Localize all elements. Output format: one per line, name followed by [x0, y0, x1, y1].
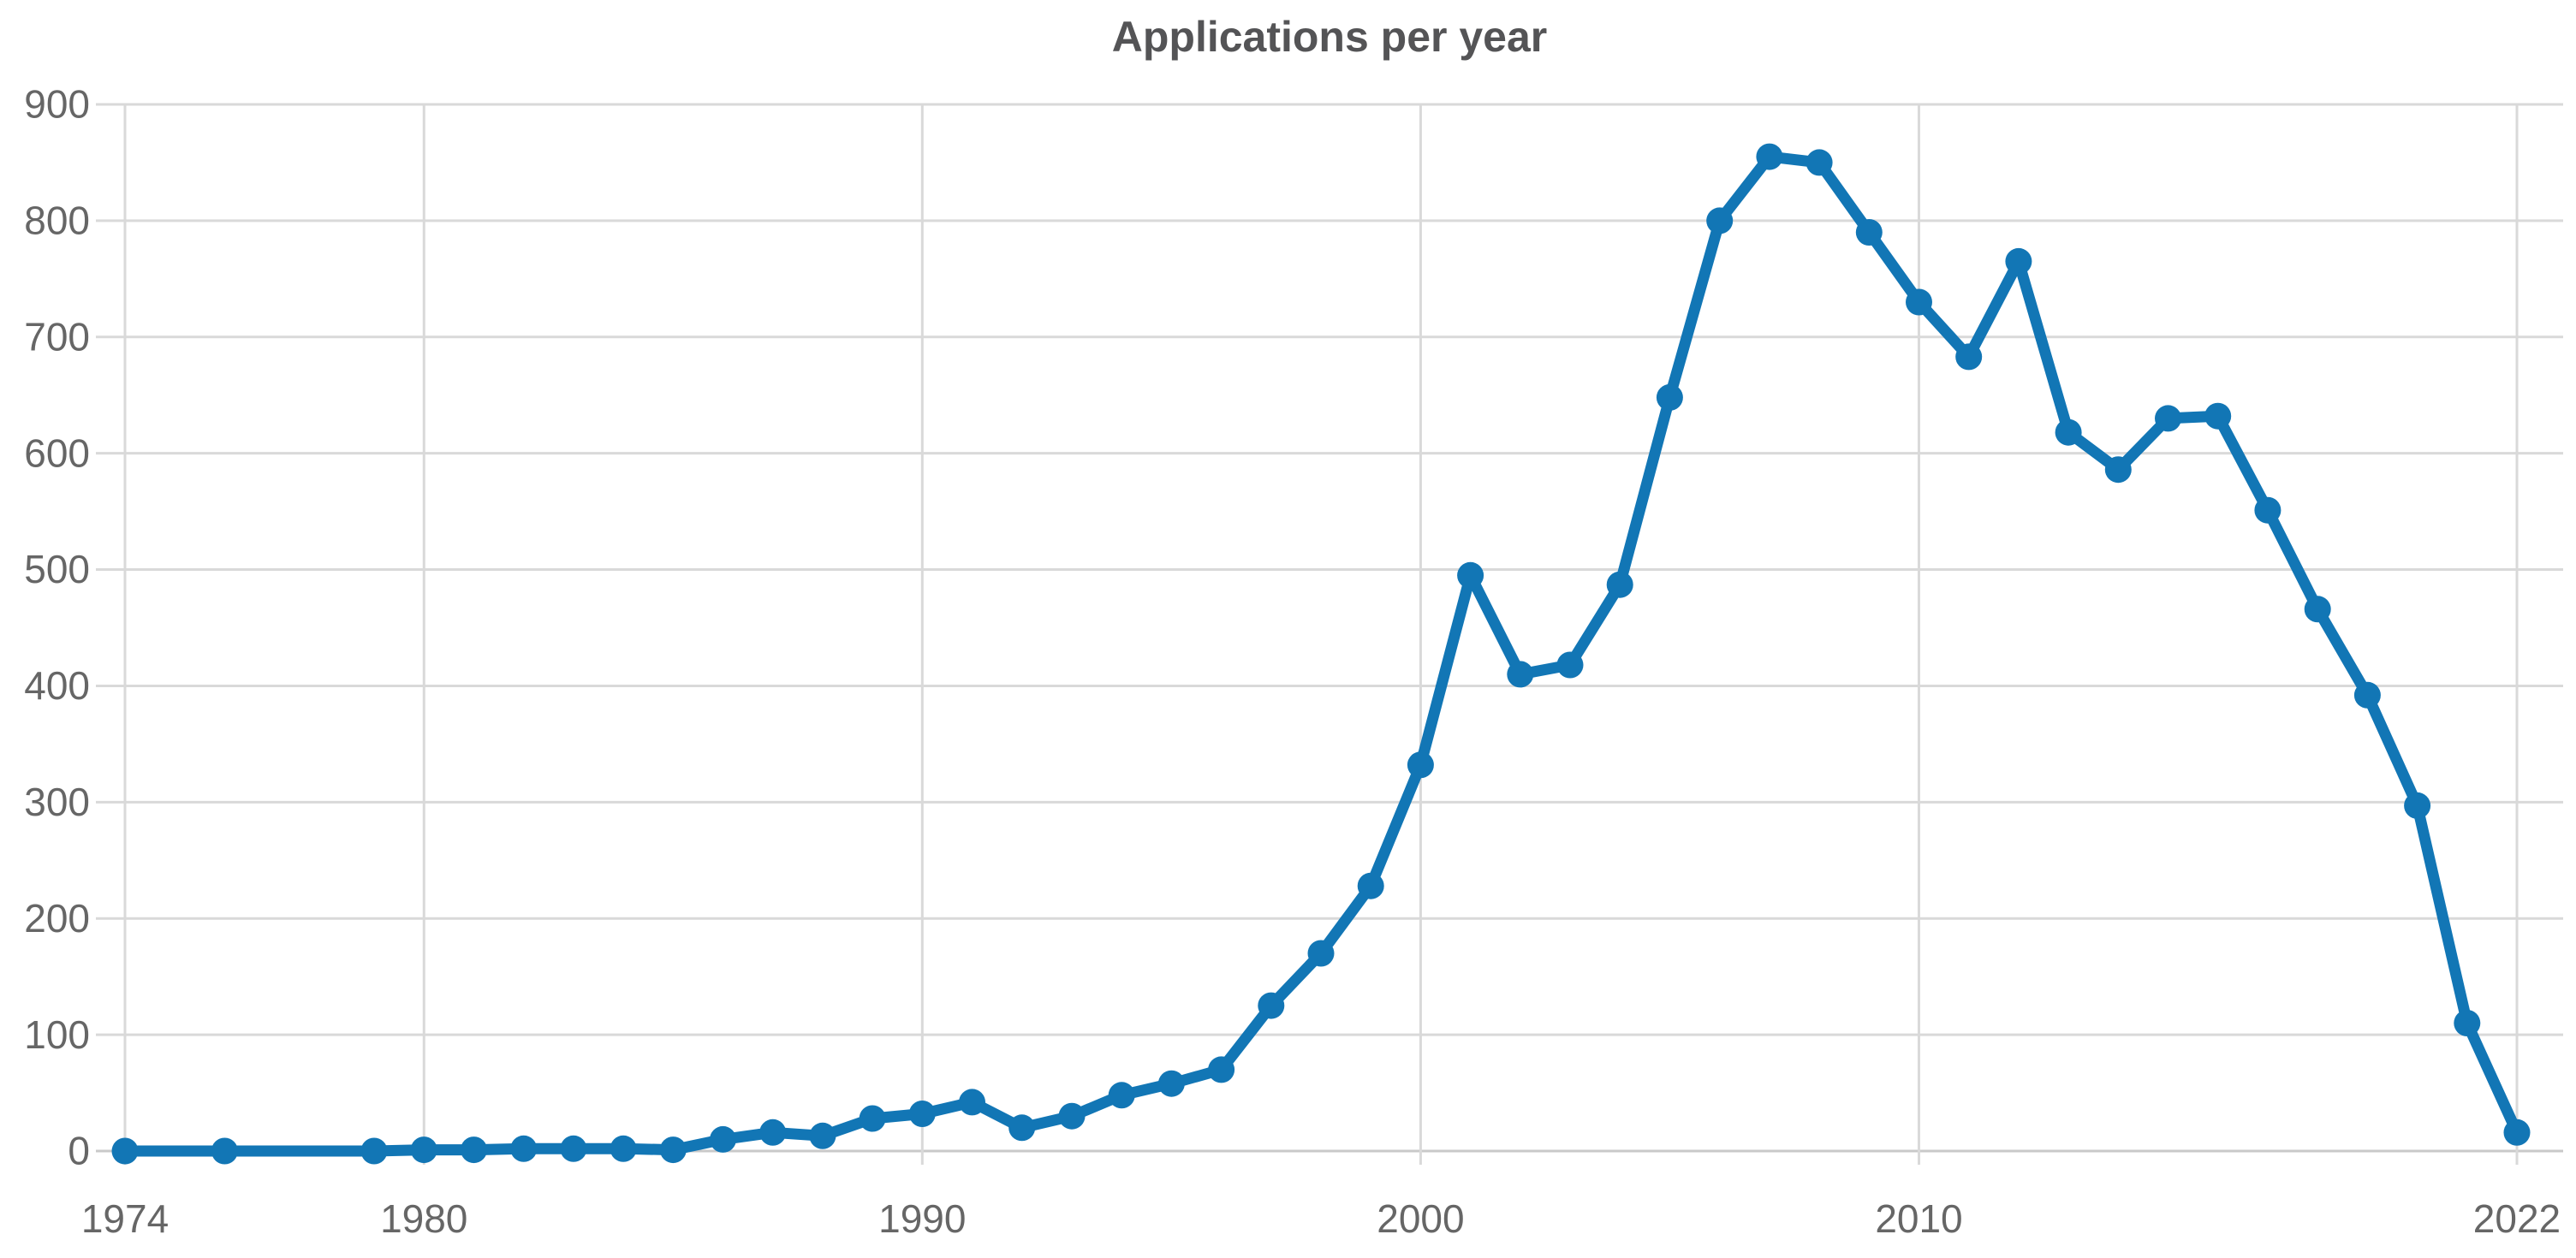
- data-point-marker: [1457, 561, 1484, 589]
- chart-title: Applications per year: [1111, 13, 1548, 61]
- data-point-marker: [461, 1136, 487, 1164]
- data-point-marker: [410, 1136, 437, 1164]
- data-point-marker: [2104, 456, 2132, 484]
- y-tick-label: 100: [24, 1012, 90, 1057]
- y-tick-label: 900: [24, 82, 90, 127]
- data-point-marker: [1756, 143, 1783, 170]
- y-tick-label: 400: [24, 663, 90, 708]
- data-point-marker: [2304, 596, 2331, 623]
- data-point-marker: [510, 1135, 538, 1162]
- data-point-marker: [1656, 383, 1683, 411]
- data-point-marker: [1008, 1114, 1036, 1142]
- data-point-marker: [1806, 149, 1833, 176]
- data-point-marker: [2454, 1010, 2481, 1036]
- data-point-marker: [2503, 1119, 2531, 1146]
- y-tick-label: 200: [24, 896, 90, 941]
- data-point-marker: [1108, 1082, 1135, 1109]
- y-tick-label: 600: [24, 430, 90, 475]
- data-point-marker: [759, 1119, 787, 1146]
- data-point-marker: [1556, 651, 1584, 679]
- y-tick-label: 0: [68, 1129, 90, 1173]
- data-point-marker: [1906, 288, 1932, 316]
- data-point-marker: [211, 1137, 238, 1165]
- data-point-marker: [859, 1105, 886, 1132]
- y-tick-label: 500: [24, 547, 90, 591]
- x-tick-label: 1974: [81, 1196, 169, 1241]
- data-point-marker: [1407, 751, 1434, 779]
- data-point-marker: [1357, 872, 1384, 899]
- data-point-marker: [1258, 992, 1285, 1019]
- x-tick-label: 2010: [1875, 1196, 1962, 1241]
- data-point-marker: [908, 1101, 936, 1127]
- data-point-marker: [1706, 207, 1734, 234]
- data-point-marker: [610, 1135, 637, 1162]
- data-point-marker: [111, 1137, 139, 1165]
- data-point-marker: [2155, 405, 2181, 432]
- x-tick-label: 2000: [1377, 1196, 1464, 1241]
- data-point-marker: [2404, 792, 2431, 819]
- y-tick-label: 700: [24, 314, 90, 359]
- data-point-marker: [1507, 661, 1534, 688]
- data-point-marker: [1855, 219, 1883, 246]
- series-line: [119, 151, 2523, 1157]
- data-point-marker: [1208, 1056, 1235, 1083]
- data-point-marker: [659, 1136, 687, 1164]
- data-point-marker: [560, 1135, 587, 1162]
- y-tick-label: 800: [24, 199, 90, 243]
- data-point-marker: [809, 1122, 836, 1149]
- data-point-marker: [959, 1089, 985, 1116]
- data-point-marker: [2353, 681, 2381, 709]
- data-point-marker: [2055, 418, 2082, 446]
- data-point-marker: [1157, 1070, 1185, 1097]
- data-point-marker: [2204, 402, 2232, 430]
- data-point-marker: [1606, 571, 1633, 598]
- x-tick-label: 1990: [878, 1196, 966, 1241]
- data-point-marker: [710, 1125, 736, 1153]
- data-point-marker: [2005, 247, 2032, 275]
- y-tick-label: 300: [24, 780, 90, 824]
- x-tick-label: 2022: [2473, 1196, 2561, 1241]
- data-point-marker: [1307, 940, 1335, 967]
- data-point-marker: [1058, 1102, 1086, 1130]
- data-point-marker: [360, 1137, 388, 1165]
- data-point-marker: [1955, 343, 1983, 371]
- data-point-marker: [2254, 496, 2282, 524]
- x-tick-label: 1980: [380, 1196, 467, 1241]
